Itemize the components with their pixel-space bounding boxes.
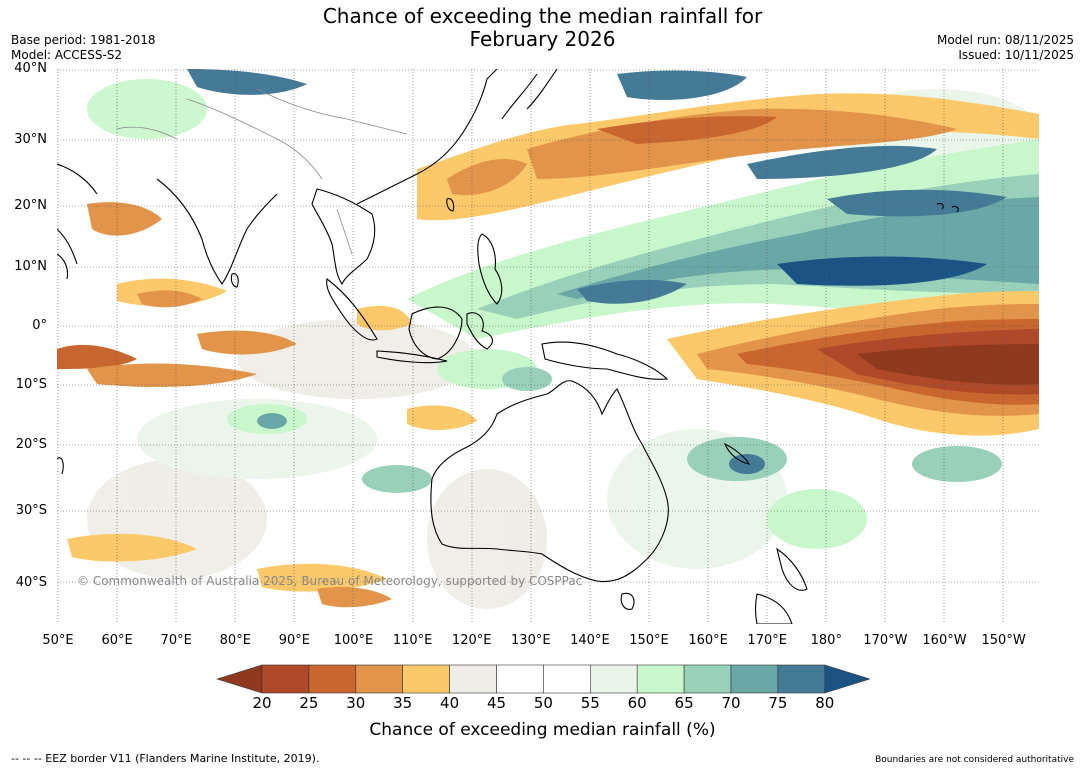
colorbar-tick: 65 <box>674 694 694 712</box>
sumatra-coast <box>326 278 378 341</box>
new-caledonia <box>723 442 751 465</box>
tasmania-coast <box>620 592 635 610</box>
lon-label: 150°E <box>629 633 669 648</box>
arabia-coast <box>57 163 98 265</box>
map-canvas <box>57 69 1039 624</box>
java-coast <box>376 350 448 364</box>
colorbar-cell <box>730 664 779 694</box>
coastlines <box>57 69 959 624</box>
base-period: Base period: 1981-2018 <box>11 33 156 47</box>
lat-label: 40°N <box>14 61 47 76</box>
philippines-coast <box>477 233 503 305</box>
new-guinea-coast <box>541 341 669 380</box>
lon-label: 90°E <box>278 633 311 648</box>
taiwan-coast <box>446 198 455 212</box>
colorbar-tick: 55 <box>580 694 600 712</box>
colorbar-cell <box>543 664 591 694</box>
lon-label: 70°E <box>160 633 192 648</box>
sri-lanka-coast <box>230 273 239 288</box>
copyright-notice: © Commonwealth of Australia 2025, Bureau… <box>77 574 583 588</box>
lon-label: 170°E <box>747 633 787 648</box>
colorbar-cell <box>402 664 450 694</box>
lat-label: 30°S <box>15 503 47 518</box>
lat-label: 0° <box>32 318 47 333</box>
borneo-coast <box>408 306 463 360</box>
wet-patches-south <box>227 349 1002 549</box>
africa-horn <box>57 253 69 280</box>
colorbar-cells <box>215 664 870 694</box>
colorbar-arrow-high <box>824 664 870 694</box>
model-run: Model run: 08/11/2025 <box>936 33 1074 47</box>
lat-label: 20°N <box>14 198 47 213</box>
colorbar-tick: 80 <box>815 694 835 712</box>
graticule <box>57 69 1039 624</box>
colorbar-title: Chance of exceeding median rainfall (%) <box>369 720 716 740</box>
dry-band-equator <box>667 291 1039 436</box>
title-line-2: February 2026 <box>469 27 616 51</box>
colorbar-tick: 40 <box>440 694 460 712</box>
colorbar-tick: 45 <box>486 694 507 712</box>
china-coast <box>356 69 498 205</box>
colorbar-cell <box>777 664 826 694</box>
map-title: Chance of exceeding the median rainfall … <box>0 5 1085 51</box>
lon-label: 120°E <box>451 633 492 648</box>
sulawesi-coast <box>466 312 493 350</box>
new-zealand-south <box>754 593 793 624</box>
meta-left: Base period: 1981-2018 Model: ACCESS-S2 <box>11 33 156 63</box>
wet-band-north-pacific <box>187 69 1039 339</box>
colorbar-tick: 50 <box>533 694 553 712</box>
lon-label: 110°E <box>392 633 433 648</box>
lat-label: 40°S <box>15 575 47 590</box>
colorbar-cell <box>355 664 404 694</box>
colorbar <box>215 664 870 694</box>
boundary-disclaimer: Boundaries are not considered authoritat… <box>875 755 1074 765</box>
new-zealand-north <box>776 547 808 591</box>
dry-band-north <box>417 93 1039 221</box>
indochina-coast <box>311 188 376 286</box>
korea-japan-coast <box>501 69 558 120</box>
colorbar-cell <box>496 664 544 694</box>
colorbar-cell <box>589 664 638 694</box>
lon-label: 160°W <box>922 633 967 648</box>
colorbar-tick: 30 <box>346 694 366 712</box>
lat-label: 20°S <box>15 437 47 452</box>
colorbar-arrow-low <box>215 664 263 694</box>
lon-label: 80°E <box>219 633 251 648</box>
colorbar-cell <box>683 664 732 694</box>
lon-label: 180° <box>810 633 842 648</box>
lon-label: 130°E <box>511 633 551 648</box>
hawaii-islands <box>936 202 959 213</box>
meta-right: Model run: 08/11/2025 Issued: 10/11/2025 <box>937 33 1074 63</box>
colorbar-tick: 35 <box>393 694 413 712</box>
colorbar-tick: 20 <box>252 694 272 712</box>
lat-label: 10°N <box>14 259 47 274</box>
lon-label: 140°E <box>570 633 610 648</box>
colorbar-tick: 75 <box>768 694 788 712</box>
australia-coast <box>430 380 669 583</box>
rainfall-map <box>57 69 1039 624</box>
colorbar-tick: 70 <box>721 694 741 712</box>
lon-label: 160°E <box>688 633 728 648</box>
country-borders <box>116 88 408 255</box>
colorbar-cell <box>449 664 497 694</box>
lon-label: 100°E <box>333 633 374 648</box>
title-line-1: Chance of exceeding the median rainfall … <box>322 4 763 28</box>
colorbar-tick: 25 <box>299 694 319 712</box>
lat-label: 10°S <box>15 377 47 392</box>
dry-patches-indian-ocean <box>57 159 527 608</box>
lon-label: 170°W <box>863 633 908 648</box>
colorbar-cell <box>308 664 357 694</box>
madagascar-coast <box>57 457 64 475</box>
model-name: Model: ACCESS-S2 <box>11 48 123 62</box>
india-coast <box>156 178 278 285</box>
colorbar-cell <box>261 664 310 694</box>
eez-legend: -- -- -- EEZ border V11 (Flanders Marine… <box>11 752 320 765</box>
issued-date: Issued: 10/11/2025 <box>958 48 1074 62</box>
lon-label: 150°W <box>981 633 1026 648</box>
lat-label: 30°N <box>14 132 47 147</box>
colorbar-cell <box>636 664 685 694</box>
lon-label: 50°E <box>42 633 74 648</box>
lon-label: 60°E <box>101 633 133 648</box>
colorbar-tick: 60 <box>627 694 647 712</box>
